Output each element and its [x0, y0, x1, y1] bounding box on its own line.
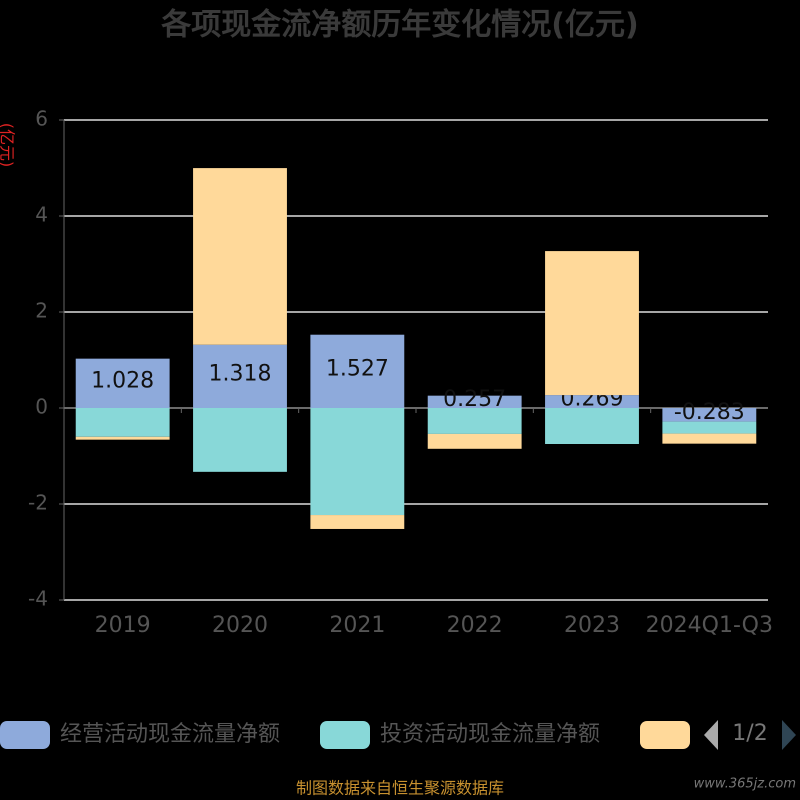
bar: [75, 358, 170, 408]
bar: [427, 408, 522, 434]
y-tick-label: 0: [35, 395, 48, 419]
bar: [545, 395, 639, 408]
data-label: 1.318: [209, 361, 272, 386]
bar: [310, 515, 405, 529]
bar: [662, 421, 757, 434]
data-label: 1.527: [326, 356, 389, 381]
legend-prev[interactable]: [704, 720, 718, 750]
x-tick-label: 2023: [564, 613, 620, 638]
y-tick-label: -2: [28, 491, 48, 515]
bar: [545, 251, 639, 396]
y-axis-label: (亿元): [0, 123, 17, 168]
legend-swatch[interactable]: [640, 721, 690, 749]
bar: [193, 408, 287, 472]
bar: [193, 344, 287, 408]
y-tick-label: 6: [35, 107, 48, 131]
data-label: -0.283: [674, 400, 745, 425]
data-label: 1.028: [91, 368, 154, 393]
x-tick-label: 2021: [329, 613, 385, 638]
bar: [75, 436, 170, 440]
x-tick-label: 2020: [212, 613, 268, 638]
x-tick-label: 2022: [447, 613, 503, 638]
bar: [545, 408, 639, 444]
data-label: 0.257: [443, 387, 506, 412]
source-note: 制图数据来自恒生聚源数据库: [296, 779, 504, 798]
bar: [662, 408, 757, 422]
legend-next[interactable]: [782, 720, 796, 750]
legend-label: 投资活动现金流量净额: [380, 722, 600, 747]
y-tick-label: 4: [35, 203, 48, 227]
bar: [427, 395, 522, 408]
y-tick-label: 2: [35, 299, 48, 323]
bar: [193, 168, 287, 345]
bar: [310, 334, 405, 408]
bar: [427, 433, 522, 449]
watermark: www.365jz.com: [694, 777, 796, 792]
bar: [662, 433, 757, 444]
chart-title: 各项现金流净额历年变化情况(亿元): [160, 8, 638, 43]
bar: [310, 408, 405, 516]
bar: [75, 408, 170, 437]
y-tick-label: -4: [28, 587, 48, 611]
x-tick-label: 2024Q1-Q3: [646, 613, 773, 638]
legend-swatch[interactable]: [0, 721, 50, 749]
legend-swatch[interactable]: [320, 721, 370, 749]
legend-label: 经营活动现金流量净额: [60, 722, 280, 747]
x-tick-label: 2019: [95, 613, 151, 638]
legend-page: 1/2: [732, 721, 767, 746]
